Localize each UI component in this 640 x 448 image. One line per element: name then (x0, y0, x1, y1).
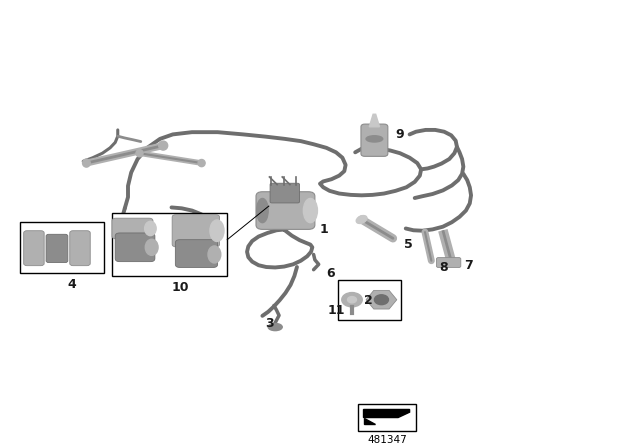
Ellipse shape (268, 323, 282, 331)
Text: 481347: 481347 (367, 435, 407, 444)
Bar (358, 404, 416, 431)
Text: 9: 9 (396, 128, 404, 141)
Ellipse shape (356, 215, 367, 224)
Text: 6: 6 (326, 267, 335, 280)
Text: 8: 8 (439, 260, 447, 274)
Polygon shape (364, 418, 375, 424)
Ellipse shape (208, 246, 221, 263)
FancyBboxPatch shape (436, 258, 461, 267)
Ellipse shape (366, 136, 383, 142)
Text: 10: 10 (172, 281, 189, 294)
FancyBboxPatch shape (175, 240, 218, 267)
FancyBboxPatch shape (70, 231, 90, 266)
Ellipse shape (159, 141, 168, 150)
Ellipse shape (136, 150, 143, 157)
Circle shape (342, 293, 362, 307)
FancyBboxPatch shape (270, 183, 300, 203)
Bar (20, 222, 104, 273)
Ellipse shape (83, 159, 90, 167)
Text: 2: 2 (364, 293, 372, 307)
Text: 5: 5 (404, 237, 413, 251)
FancyBboxPatch shape (256, 192, 315, 229)
FancyBboxPatch shape (24, 231, 44, 266)
FancyBboxPatch shape (112, 218, 153, 239)
Circle shape (374, 295, 388, 305)
FancyBboxPatch shape (46, 234, 68, 263)
Bar (338, 280, 401, 320)
FancyBboxPatch shape (172, 215, 220, 247)
FancyBboxPatch shape (115, 233, 155, 262)
Text: 3: 3 (266, 317, 274, 330)
Ellipse shape (145, 221, 156, 236)
Ellipse shape (198, 159, 205, 167)
Text: 4: 4 (67, 278, 76, 291)
Ellipse shape (303, 198, 317, 223)
FancyBboxPatch shape (361, 124, 388, 156)
Bar (112, 213, 227, 276)
Polygon shape (364, 409, 410, 418)
Ellipse shape (257, 198, 268, 223)
Ellipse shape (348, 298, 354, 305)
Text: 7: 7 (464, 258, 473, 272)
Text: 1: 1 (320, 223, 329, 236)
Polygon shape (369, 114, 380, 127)
Ellipse shape (145, 239, 158, 255)
Ellipse shape (210, 220, 224, 241)
Circle shape (348, 297, 356, 303)
Text: 11: 11 (328, 303, 345, 317)
